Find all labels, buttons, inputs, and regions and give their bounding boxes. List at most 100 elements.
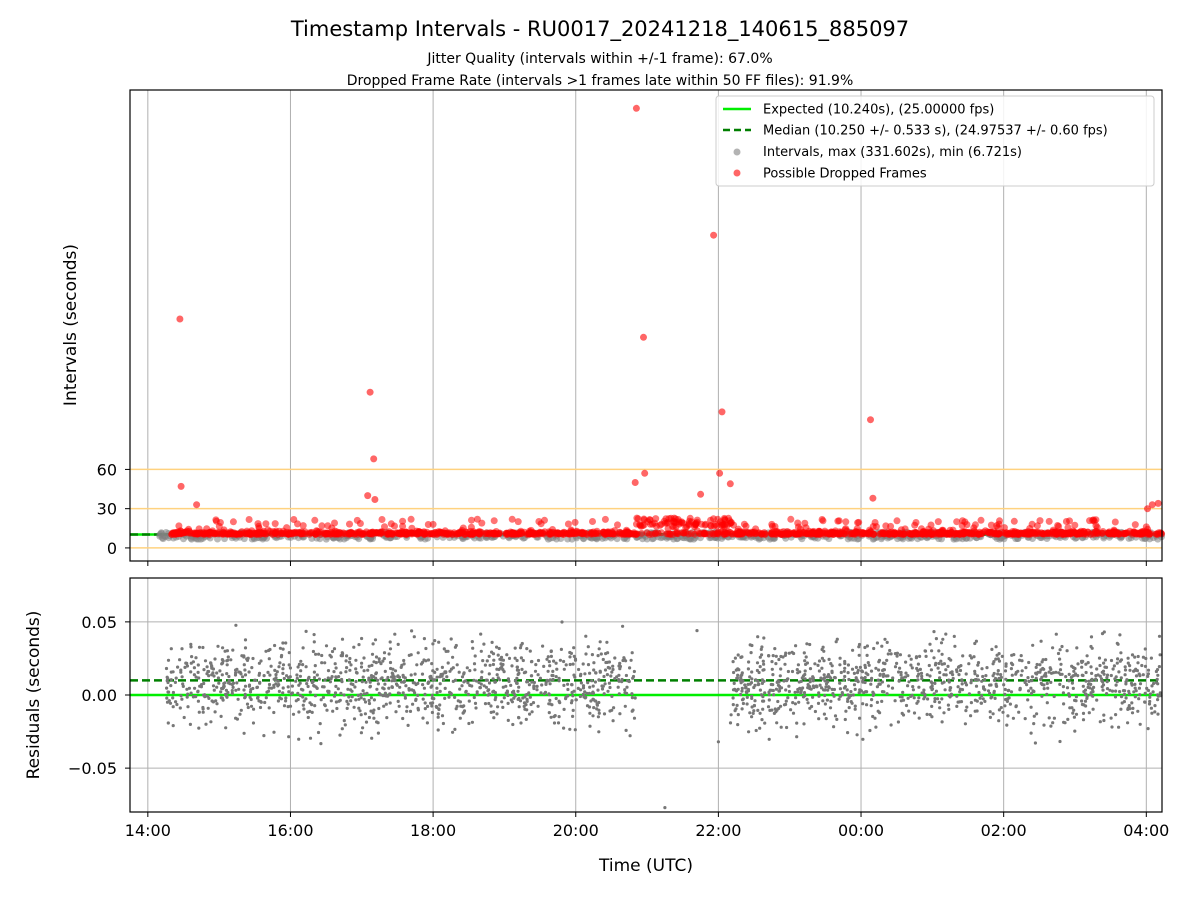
residual-point [1084,692,1088,696]
residual-point [618,661,622,666]
residual-point [445,675,449,679]
residual-point [778,674,782,678]
residual-point [444,671,448,675]
residual-point [1105,673,1110,677]
residual-point [421,697,425,701]
residual-point [889,723,893,727]
residual-point [980,694,984,698]
residual-point [1119,695,1124,699]
residual-point [298,681,302,685]
residual-point [858,688,862,692]
dropped-frame-point [805,527,813,535]
residual-point [1133,686,1137,690]
residual-point [422,658,426,662]
residual-point [851,693,855,697]
residual-point [791,701,795,705]
residual-point [843,666,847,670]
residual-point [926,697,930,701]
residual-point [363,712,367,716]
residual-point [1065,686,1070,690]
residual-point [197,710,201,714]
residual-point [288,666,292,670]
residuals-x-ticks: 14:00 16:00 18:00 20:00 22:00 00:00 02:00 04:00 [125,812,1169,840]
residual-point [438,675,442,679]
residual-point [1157,634,1162,638]
residual-point [516,689,520,693]
residual-point [916,699,920,704]
residual-point [632,669,637,674]
residual-point [937,661,941,666]
residual-point [219,690,223,694]
residual-point [168,701,173,705]
residual-point [761,707,765,711]
residual-point [740,689,744,693]
residual-point [308,736,313,740]
residual-point [529,674,534,678]
residual-point [443,686,447,691]
residual-point [1035,662,1039,667]
legend-intervals-swatch [733,148,741,156]
dropped-frame-point [834,517,842,525]
dropped-frame-point [347,530,355,537]
residual-point [1123,689,1127,693]
residual-point [823,679,827,683]
residual-point [598,640,602,644]
residual-point [277,689,281,694]
residual-point [233,673,238,677]
residual-point [770,660,774,664]
residual-point [482,642,486,646]
residual-point [367,701,372,706]
residual-point [956,685,960,689]
residual-point [286,705,290,709]
residual-point [326,676,330,680]
residual-point [778,686,782,690]
residual-point [302,707,306,711]
residual-point [746,667,751,671]
residual-point [423,707,427,711]
residual-point [600,684,604,688]
residual-point [822,673,826,677]
dropped-frame-point [794,523,802,531]
residual-point [454,643,458,648]
residual-point [758,655,762,659]
residual-point [449,667,454,671]
residual-point [491,662,495,667]
residual-point [750,670,754,674]
residual-point [736,653,740,657]
residual-point [577,667,581,672]
residual-point [591,684,595,688]
residual-point [918,654,922,659]
residual-point [1151,690,1155,694]
residual-point [496,705,500,709]
residual-point [607,660,612,664]
residual-point [305,678,310,682]
dropped-frame-point [1143,528,1151,536]
residual-point [616,685,620,689]
dropped-frames-points-group [168,104,1166,538]
residual-point [388,660,393,665]
residual-point [491,677,495,681]
residual-point [1149,706,1153,710]
residual-point [597,678,601,682]
residual-point [1058,648,1062,652]
residual-point [917,716,921,720]
residual-point [592,706,596,710]
residual-point [413,672,417,676]
residual-point [790,669,795,674]
legend-dropped-swatch [733,169,741,177]
residual-point [841,693,845,697]
residual-point [562,726,566,730]
dropped-frame-point [641,469,649,477]
residual-point [328,680,332,684]
residual-point [472,695,476,700]
residual-point [802,651,806,655]
residual-point [624,728,628,733]
dropped-frame-point [672,529,680,537]
dropped-frame-point [1039,530,1047,538]
residual-point [991,712,995,716]
residual-point [588,685,592,689]
residual-point [397,691,401,695]
dropped-frame-point [1090,516,1097,524]
dropped-frame-point [1132,529,1140,537]
